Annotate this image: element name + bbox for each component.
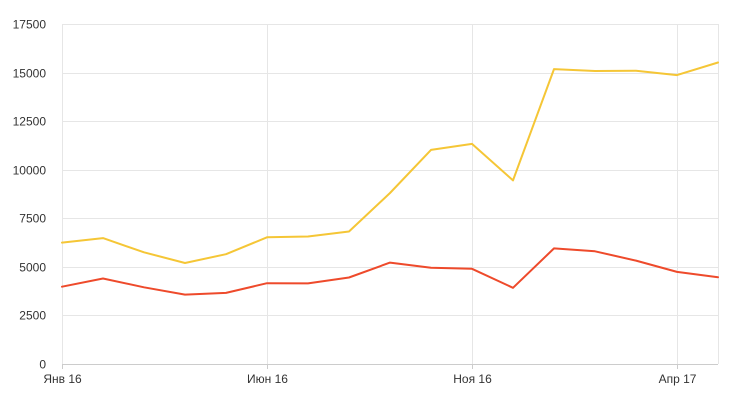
- x-gridlines: [62, 24, 719, 369]
- y-tick-label: 10000: [13, 164, 47, 178]
- y-tick-label: 7500: [19, 212, 46, 226]
- series-line-1: [61, 61, 719, 264]
- y-tick-label: 17500: [13, 18, 47, 32]
- y-tick-label: 2500: [19, 309, 46, 323]
- x-tick-label: Янв 16: [43, 372, 82, 386]
- y-axis-tick-labels: 0 2500 5000 7500 10000 12500 15000 17500: [13, 18, 47, 372]
- y-gridlines: [62, 24, 718, 316]
- x-tick-label: Ноя 16: [453, 372, 492, 386]
- y-tick-label: 5000: [19, 261, 46, 275]
- y-tick-label: 15000: [13, 67, 47, 81]
- x-tick-label: Апр 17: [659, 372, 697, 386]
- x-tick-label: Июн 16: [247, 372, 288, 386]
- x-axis-tick-labels: Янв 16 Июн 16 Ноя 16 Апр 17: [43, 372, 696, 386]
- y-tick-label: 12500: [13, 115, 47, 129]
- series-line-2: [61, 247, 719, 296]
- series-lines: [61, 61, 719, 296]
- y-tick-label: 0: [39, 358, 46, 372]
